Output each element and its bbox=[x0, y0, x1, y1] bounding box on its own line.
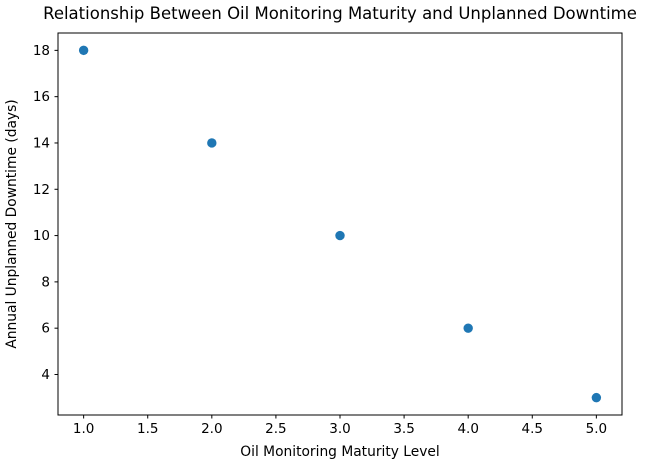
x-tick-label: 4.0 bbox=[457, 421, 478, 437]
y-tick-label: 8 bbox=[41, 274, 50, 290]
data-point bbox=[463, 323, 473, 333]
y-axis-label: Annual Unplanned Downtime (days) bbox=[4, 99, 20, 348]
data-point bbox=[335, 230, 345, 241]
x-axis-label: Oil Monitoring Maturity Level bbox=[240, 444, 439, 460]
y-tick-label: 4 bbox=[41, 367, 50, 383]
x-axis-ticks: 1.0 1.5 2.0 2.5 3.0 3.5 4.0 4.5 5.0 bbox=[73, 415, 607, 437]
y-tick-label: 14 bbox=[33, 135, 50, 151]
data-points bbox=[78, 45, 602, 403]
x-tick-label: 3.0 bbox=[329, 421, 350, 437]
y-axis-ticks: 4 6 8 10 12 14 16 18 bbox=[33, 43, 58, 383]
y-tick-label: 6 bbox=[41, 321, 50, 337]
data-point bbox=[78, 45, 89, 56]
x-tick-label: 1.5 bbox=[137, 421, 158, 437]
y-tick-label: 12 bbox=[33, 182, 50, 198]
chart-title: Relationship Between Oil Monitoring Matu… bbox=[43, 4, 637, 23]
axes-frame bbox=[57, 32, 623, 416]
x-tick-label: 4.5 bbox=[522, 421, 543, 437]
data-point bbox=[207, 138, 217, 148]
x-tick-label: 3.5 bbox=[393, 421, 414, 437]
y-tick-label: 16 bbox=[33, 89, 50, 105]
y-tick-label: 10 bbox=[33, 228, 50, 244]
x-tick-label: 5.0 bbox=[586, 421, 607, 437]
y-tick-label: 18 bbox=[33, 43, 50, 59]
data-point bbox=[591, 392, 602, 403]
x-tick-label: 2.0 bbox=[201, 421, 222, 437]
x-tick-label: 1.0 bbox=[73, 421, 94, 437]
x-tick-label: 2.5 bbox=[265, 421, 286, 437]
